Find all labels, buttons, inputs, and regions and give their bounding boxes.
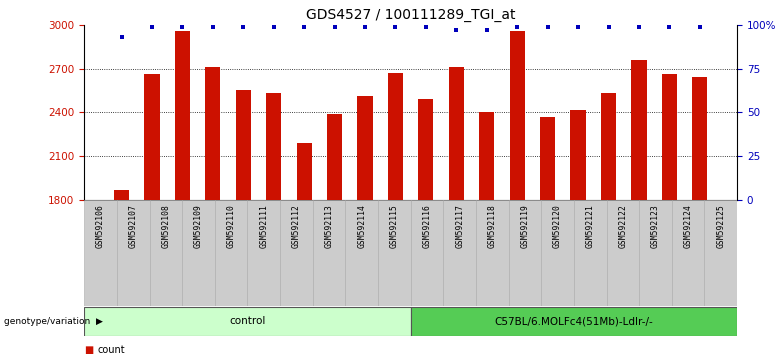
Bar [144, 74, 160, 200]
Point [633, 24, 645, 29]
Bar [410, 200, 443, 306]
Bar [236, 91, 251, 200]
Point [328, 24, 341, 29]
Text: ■: ■ [84, 346, 94, 354]
Text: GSM592124: GSM592124 [683, 204, 693, 248]
Point [115, 34, 128, 40]
Bar [114, 190, 129, 200]
Bar [639, 200, 672, 306]
Point [146, 24, 158, 29]
Text: GSM592108: GSM592108 [161, 204, 170, 248]
Bar [601, 93, 616, 200]
Point [268, 24, 280, 29]
Text: GSM592112: GSM592112 [292, 204, 301, 248]
Bar [266, 93, 282, 200]
Point [420, 24, 432, 29]
Text: GSM592119: GSM592119 [520, 204, 530, 248]
Text: GSM592113: GSM592113 [324, 204, 334, 248]
Text: GSM592123: GSM592123 [651, 204, 660, 248]
Text: C57BL/6.MOLFc4(51Mb)-Ldlr-/-: C57BL/6.MOLFc4(51Mb)-Ldlr-/- [495, 316, 654, 326]
Point [602, 24, 615, 29]
Bar [607, 200, 639, 306]
Bar [175, 30, 190, 200]
Point [541, 24, 554, 29]
Bar [296, 143, 312, 200]
Point [298, 24, 310, 29]
Text: count: count [98, 346, 125, 354]
Bar [692, 78, 707, 200]
Text: GSM592110: GSM592110 [227, 204, 236, 248]
Bar [327, 114, 342, 200]
Bar [509, 200, 541, 306]
Text: GSM592125: GSM592125 [716, 204, 725, 248]
Text: GSM592122: GSM592122 [619, 204, 627, 248]
Bar [280, 200, 313, 306]
Bar [183, 200, 215, 306]
Bar [150, 200, 183, 306]
Text: GSM592118: GSM592118 [488, 204, 497, 248]
Bar [418, 99, 434, 200]
Point [359, 24, 371, 29]
Text: GSM592109: GSM592109 [194, 204, 203, 248]
Text: GSM592115: GSM592115 [390, 204, 399, 248]
Text: GSM592117: GSM592117 [456, 204, 464, 248]
Text: GSM592106: GSM592106 [96, 204, 105, 248]
Bar [661, 74, 677, 200]
Bar [378, 200, 410, 306]
Bar [84, 307, 410, 336]
Point [480, 27, 493, 33]
Point [693, 24, 706, 29]
Point [511, 24, 523, 29]
Text: genotype/variation  ▶: genotype/variation ▶ [4, 317, 103, 326]
Bar [313, 200, 346, 306]
Point [176, 24, 189, 29]
Bar [704, 200, 737, 306]
Bar [672, 200, 704, 306]
Bar [574, 200, 607, 306]
Text: GSM592121: GSM592121 [586, 204, 594, 248]
Bar [410, 307, 737, 336]
Text: GSM592111: GSM592111 [259, 204, 268, 248]
Text: GSM592116: GSM592116 [423, 204, 431, 248]
Bar [448, 67, 464, 200]
Bar [247, 200, 280, 306]
Text: GSM592107: GSM592107 [129, 204, 138, 248]
Point [663, 24, 675, 29]
Bar [509, 30, 525, 200]
Bar [476, 200, 509, 306]
Text: GSM592120: GSM592120 [553, 204, 562, 248]
Bar [388, 73, 403, 200]
Bar [570, 110, 586, 200]
Bar [117, 200, 150, 306]
Text: GSM592114: GSM592114 [357, 204, 366, 248]
Bar [205, 67, 221, 200]
Text: control: control [229, 316, 266, 326]
Bar [357, 96, 373, 200]
Bar [540, 117, 555, 200]
Point [572, 24, 584, 29]
Bar [215, 200, 247, 306]
Bar [631, 60, 647, 200]
Bar [479, 113, 495, 200]
Point [237, 24, 250, 29]
Bar [541, 200, 574, 306]
Point [207, 24, 219, 29]
Bar [443, 200, 476, 306]
Title: GDS4527 / 100111289_TGI_at: GDS4527 / 100111289_TGI_at [306, 8, 516, 22]
Point [389, 24, 402, 29]
Point [450, 27, 463, 33]
Bar [346, 200, 378, 306]
Bar [84, 200, 117, 306]
